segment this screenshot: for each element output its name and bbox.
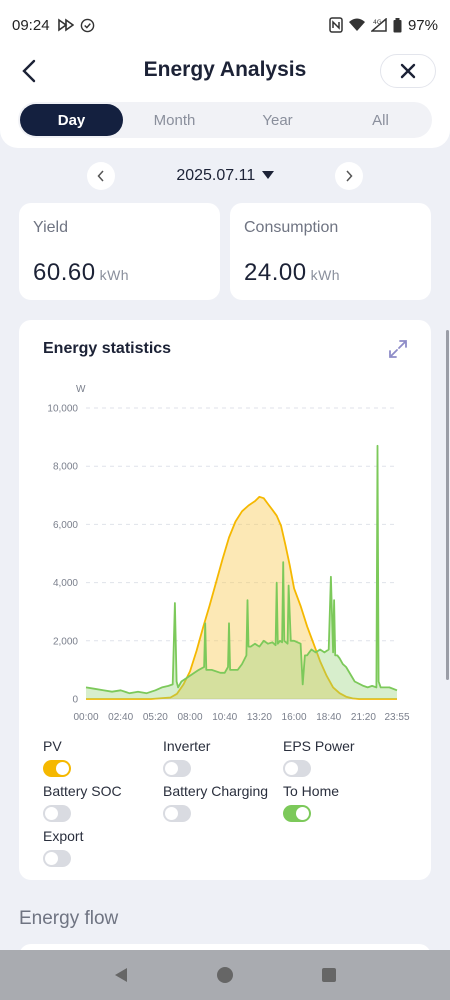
- close-icon: [400, 63, 416, 79]
- previous-date-button[interactable]: [87, 162, 115, 190]
- date-selector: 2025.07.11: [0, 162, 450, 192]
- status-bar: 09:24 4G 97%: [0, 0, 450, 50]
- eps-power-toggle[interactable]: [283, 760, 311, 777]
- y-axis-unit: W: [76, 384, 86, 395]
- x-tick-label: 00:00: [73, 712, 98, 723]
- energy-chart[interactable]: W 0 2,000 4,000 6,000 8,000 10,000 00:00 02:40 05…: [19, 370, 431, 730]
- legend-item-inverter: Inverter: [163, 738, 283, 777]
- legend-item-eps-power: EPS Power: [283, 738, 403, 777]
- legend-item-export: Export: [43, 828, 163, 867]
- x-tick-label: 16:00: [282, 712, 307, 723]
- to-home-toggle[interactable]: [283, 805, 311, 822]
- system-nav-bar: [0, 950, 450, 1000]
- chart-title: Energy statistics: [43, 340, 172, 357]
- legend-label-pv: PV: [43, 738, 62, 754]
- battery-soc-toggle[interactable]: [43, 805, 71, 822]
- chevron-left-icon: [97, 170, 104, 182]
- check-circle-icon: [80, 18, 94, 32]
- legend-label-export: Export: [43, 828, 84, 844]
- pv-toggle[interactable]: [43, 760, 71, 777]
- legend-item-pv: PV: [43, 738, 163, 777]
- y-tick-label: 4,000: [53, 578, 78, 589]
- yield-card: Yield 60.60 kWh: [19, 203, 220, 300]
- battery-percent: 97%: [407, 16, 438, 34]
- chevron-left-icon: [22, 59, 36, 83]
- consumption-label: Consumption: [244, 219, 339, 236]
- legend-label-eps-power: EPS Power: [283, 738, 355, 754]
- date-value: 2025.07.11: [176, 167, 256, 184]
- svg-text:4G: 4G: [373, 19, 382, 26]
- consumption-card: Consumption 24.00 kWh: [230, 203, 431, 300]
- battery-icon: [393, 17, 402, 32]
- page-title: Energy Analysis: [143, 58, 307, 81]
- series-area-pv: [86, 496, 397, 699]
- series-line-pv: [86, 495, 397, 700]
- legend-label-battery-soc: Battery SOC: [43, 783, 122, 799]
- energy-flow-heading: Energy flow: [19, 908, 119, 929]
- back-button[interactable]: [14, 56, 44, 86]
- consumption-value: 24.00: [244, 259, 307, 286]
- next-date-button[interactable]: [335, 162, 363, 190]
- y-tick-label: 6,000: [53, 520, 78, 531]
- legend-item-battery-charging: Battery Charging: [163, 783, 283, 822]
- x-tick-label: 13:20: [247, 712, 272, 723]
- back-nav-icon[interactable]: [113, 967, 129, 983]
- energy-statistics-card: Energy statistics W 0 2,000 4,000 6,000 8,000…: [19, 320, 431, 880]
- chevron-right-icon: [346, 170, 353, 182]
- caret-down-icon: [261, 171, 274, 179]
- app-notification-icon: [57, 18, 74, 32]
- tab-year[interactable]: Year: [262, 111, 293, 129]
- x-tick-label: 21:20: [351, 712, 376, 723]
- yield-label: Yield: [33, 219, 68, 236]
- date-picker[interactable]: 2025.07.11: [0, 167, 450, 185]
- wifi-icon: [348, 18, 365, 31]
- expand-icon: [389, 340, 407, 358]
- x-tick-label: 18:40: [316, 712, 341, 723]
- tab-month[interactable]: Month: [153, 111, 196, 129]
- y-tick-label: 2,000: [53, 636, 78, 647]
- legend-label-battery-charging: Battery Charging: [163, 783, 269, 799]
- nfc-icon: [329, 17, 343, 33]
- y-tick-label: 8,000: [53, 462, 78, 473]
- expand-chart-button[interactable]: [387, 338, 409, 360]
- legend-label-to-home: To Home: [283, 783, 340, 799]
- yield-value: 60.60: [33, 259, 96, 286]
- x-tick-label: 23:55: [384, 712, 409, 723]
- scrollbar[interactable]: [446, 330, 449, 680]
- legend-label-inverter: Inverter: [163, 738, 211, 754]
- consumption-unit: kWh: [310, 267, 341, 283]
- period-tabs: Day Month Year All: [18, 102, 432, 138]
- cellular-signal-icon: 4G: [370, 18, 387, 32]
- series-line-to-home: [85, 444, 398, 695]
- battery-charging-toggle[interactable]: [163, 805, 191, 822]
- y-tick-label: 10,000: [47, 404, 78, 415]
- close-button[interactable]: [380, 54, 436, 88]
- x-tick-label: 05:20: [143, 712, 168, 723]
- status-time: 09:24: [12, 16, 50, 34]
- y-tick-label: 0: [72, 695, 78, 706]
- recents-nav-icon[interactable]: [321, 967, 337, 983]
- export-toggle[interactable]: [43, 850, 71, 867]
- x-tick-label: 02:40: [108, 712, 133, 723]
- tab-day[interactable]: Day: [20, 104, 123, 136]
- inverter-toggle[interactable]: [163, 760, 191, 777]
- x-tick-label: 08:00: [178, 712, 203, 723]
- tab-all[interactable]: All: [372, 111, 389, 129]
- home-nav-icon[interactable]: [216, 966, 234, 984]
- yield-unit: kWh: [99, 267, 130, 283]
- consumption-value-row: 24.00 kWh: [244, 259, 340, 287]
- x-tick-label: 10:40: [212, 712, 237, 723]
- legend-item-to-home: To Home: [283, 783, 403, 822]
- legend-item-battery-soc: Battery SOC: [43, 783, 163, 822]
- yield-value-row: 60.60 kWh: [33, 259, 129, 287]
- header: Energy Analysis Day Month Year All: [0, 50, 450, 148]
